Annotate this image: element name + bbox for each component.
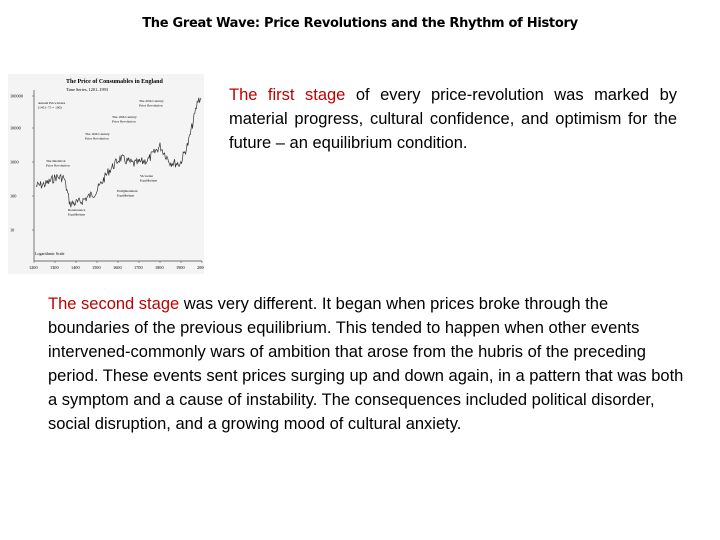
figure-subtitle: Time Series, 1201–1993 <box>66 87 108 93</box>
price-series-line <box>35 97 202 208</box>
y-tick-label: 10 <box>10 228 14 233</box>
svg-text:Victorian: Victorian <box>140 174 153 178</box>
svg-text:The 16th Century: The 16th Century <box>85 132 110 136</box>
x-tick-label: 1300 <box>50 265 59 270</box>
y-tick-label: 10000 <box>10 126 21 131</box>
paragraph-first-stage: The first stage of every price-revolutio… <box>229 83 677 155</box>
svg-text:(1451–75 = 100): (1451–75 = 100) <box>38 106 62 110</box>
figure-title: The Price of Consumables in England <box>66 79 164 85</box>
chart-annotation: Annual Price Index(1451–75 = 100) <box>38 101 65 110</box>
svg-text:Equilibrium: Equilibrium <box>117 194 134 198</box>
svg-text:Price Revolution: Price Revolution <box>46 164 70 168</box>
svg-text:Renaissance: Renaissance <box>68 208 86 212</box>
svg-text:Enlightenment: Enlightenment <box>117 189 138 193</box>
x-tick-label: 1900 <box>176 265 185 270</box>
price-chart: The Price of Consumables in England Time… <box>8 74 204 274</box>
y-tick-label: 1000 <box>10 160 19 165</box>
svg-text:The 18th Century: The 18th Century <box>112 115 137 119</box>
x-tick-label: 1400 <box>71 265 80 270</box>
paragraph-second-stage-accent: The second stage <box>48 295 180 313</box>
svg-text:Price Revolution: Price Revolution <box>112 120 136 124</box>
svg-text:Equilibrium: Equilibrium <box>140 179 157 183</box>
paragraph-first-stage-body: of every price-revolution was marked by … <box>229 86 677 152</box>
svg-text:Annual Price Index: Annual Price Index <box>38 101 65 105</box>
x-tick-label: 1500 <box>92 265 101 270</box>
x-tick-label: 1800 <box>155 265 164 270</box>
x-tick-label: 1600 <box>113 265 122 270</box>
svg-text:Equilibrium: Equilibrium <box>68 213 85 217</box>
svg-text:The Medieval: The Medieval <box>46 159 66 163</box>
paragraph-second-stage: The second stage was very different. It … <box>48 292 684 436</box>
x-tick-label: 2000 <box>197 265 204 270</box>
paragraph-first-stage-accent: The first stage <box>229 86 346 104</box>
svg-text:Price Revolution: Price Revolution <box>85 137 109 141</box>
slide-title: The Great Wave: Price Revolutions and th… <box>142 16 578 31</box>
x-tick-label: 1200 <box>29 265 38 270</box>
price-chart-figure: The Price of Consumables in England Time… <box>8 74 204 274</box>
paragraph-second-stage-body: was very different. It began when prices… <box>48 295 684 433</box>
svg-text:The 20th Century: The 20th Century <box>139 99 164 103</box>
scale-note: Logarithmic Scale <box>35 251 65 256</box>
y-tick-label: 100 <box>10 194 16 199</box>
y-tick-label: 100000 <box>10 94 23 99</box>
x-tick-label: 1700 <box>134 265 143 270</box>
svg-text:Price Revolution: Price Revolution <box>139 104 163 108</box>
